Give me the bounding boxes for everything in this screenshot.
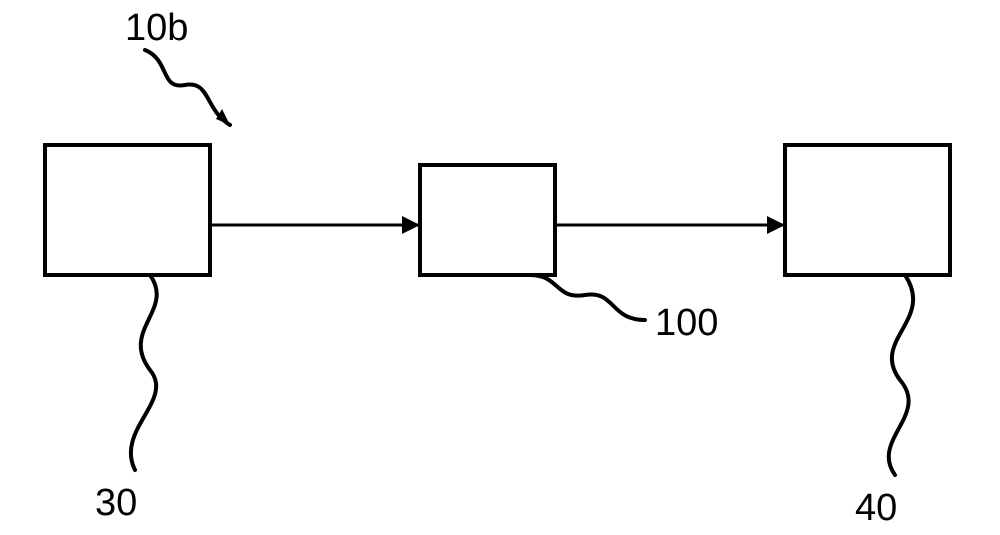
label-right: 40 bbox=[855, 487, 897, 529]
label-mid: 100 bbox=[655, 302, 718, 344]
box-right bbox=[785, 145, 950, 275]
squiggle-right bbox=[889, 275, 913, 475]
box-middle bbox=[420, 165, 555, 275]
block-diagram: 10b 30 100 40 bbox=[0, 0, 1000, 535]
label-left: 30 bbox=[95, 482, 137, 524]
squiggle-left bbox=[131, 275, 157, 470]
arrow-mid-to-right-head bbox=[767, 216, 785, 234]
arrow-left-to-mid-head bbox=[402, 216, 420, 234]
label-top: 10b bbox=[125, 7, 188, 49]
squiggle-top bbox=[145, 50, 230, 125]
box-left bbox=[45, 145, 210, 275]
squiggle-mid bbox=[530, 275, 645, 320]
